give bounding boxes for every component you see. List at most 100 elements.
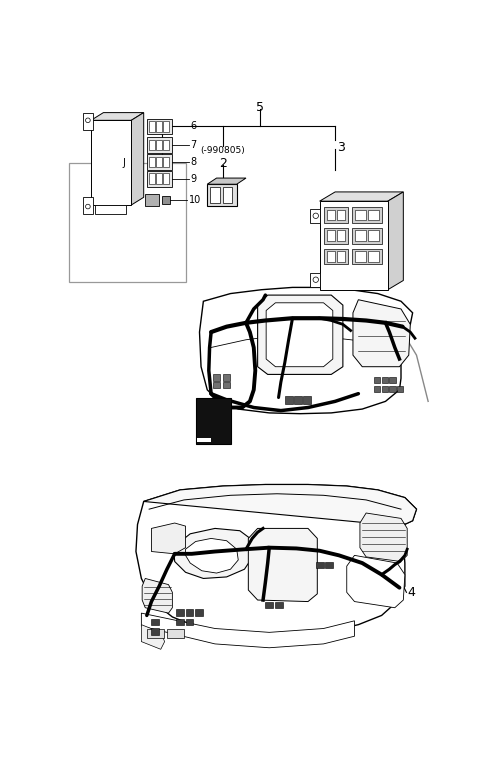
Bar [265, 601, 273, 608]
Bar [147, 154, 172, 170]
Bar [324, 207, 348, 223]
Bar [147, 137, 172, 152]
Bar [167, 629, 184, 638]
Bar [152, 628, 159, 635]
Bar [303, 396, 311, 404]
Polygon shape [320, 192, 403, 202]
Bar [197, 438, 211, 442]
Bar [294, 396, 302, 404]
Bar [326, 209, 335, 220]
Bar [186, 609, 193, 616]
Text: (-990805): (-990805) [200, 145, 245, 155]
Bar [162, 196, 170, 205]
Bar [147, 171, 172, 187]
Bar [326, 230, 335, 241]
Bar [223, 187, 232, 203]
Bar [355, 251, 366, 262]
Polygon shape [347, 555, 405, 608]
Polygon shape [266, 303, 333, 366]
Bar [156, 139, 162, 150]
Bar [156, 121, 162, 131]
Bar [311, 209, 321, 223]
Bar [195, 609, 203, 616]
Bar [163, 139, 168, 150]
Polygon shape [320, 202, 388, 289]
Bar [83, 113, 93, 130]
Bar [336, 209, 345, 220]
Bar [352, 228, 382, 244]
Bar [352, 207, 382, 223]
Bar [207, 184, 237, 205]
Text: 4: 4 [407, 586, 415, 599]
Polygon shape [91, 121, 132, 205]
Circle shape [313, 277, 318, 282]
Polygon shape [142, 579, 172, 613]
Polygon shape [200, 287, 413, 414]
Text: 1: 1 [158, 141, 166, 154]
Text: 10: 10 [189, 194, 201, 205]
Bar [326, 251, 335, 262]
Bar [176, 609, 184, 616]
Bar [311, 273, 321, 286]
Bar [196, 398, 230, 443]
Bar [149, 121, 155, 131]
Bar [325, 562, 333, 569]
Polygon shape [142, 613, 355, 648]
Bar [285, 396, 292, 404]
Bar [374, 377, 380, 383]
Bar [352, 249, 382, 265]
Bar [324, 228, 348, 244]
Bar [214, 374, 220, 380]
Bar [389, 386, 396, 392]
Bar [163, 156, 168, 167]
Bar [210, 187, 220, 203]
Bar [149, 139, 155, 150]
Polygon shape [91, 113, 144, 121]
Text: J: J [122, 158, 125, 168]
Bar [149, 173, 155, 184]
Polygon shape [152, 523, 186, 554]
Bar [223, 382, 230, 388]
Bar [176, 619, 184, 626]
Bar [389, 377, 396, 383]
Polygon shape [353, 300, 410, 366]
Bar [368, 251, 379, 262]
Bar [163, 173, 168, 184]
Bar [147, 629, 164, 638]
Bar [149, 156, 155, 167]
Bar [336, 251, 345, 262]
Bar [368, 230, 379, 241]
Polygon shape [186, 538, 238, 573]
Bar [374, 386, 380, 392]
Polygon shape [258, 295, 343, 374]
Text: 3: 3 [337, 141, 345, 154]
Polygon shape [207, 178, 246, 184]
Text: 8: 8 [190, 157, 196, 167]
Bar [186, 619, 193, 626]
Polygon shape [174, 528, 254, 579]
Polygon shape [132, 113, 144, 205]
Bar [145, 194, 159, 205]
Bar [214, 382, 220, 388]
Bar [83, 198, 93, 214]
Bar [95, 205, 126, 214]
Bar [324, 249, 348, 265]
Text: 5: 5 [256, 101, 264, 114]
Bar [156, 173, 162, 184]
Bar [276, 601, 283, 608]
Bar [382, 377, 388, 383]
Circle shape [313, 213, 318, 219]
Bar [355, 209, 366, 220]
Text: 2: 2 [219, 156, 227, 170]
Text: 9: 9 [190, 173, 196, 184]
Bar [355, 230, 366, 241]
Polygon shape [388, 192, 403, 289]
Bar [368, 209, 379, 220]
Polygon shape [360, 513, 407, 562]
Bar [397, 386, 403, 392]
Polygon shape [144, 485, 417, 526]
Polygon shape [142, 625, 165, 650]
Polygon shape [136, 485, 417, 635]
Bar [316, 562, 324, 569]
Circle shape [85, 118, 90, 123]
